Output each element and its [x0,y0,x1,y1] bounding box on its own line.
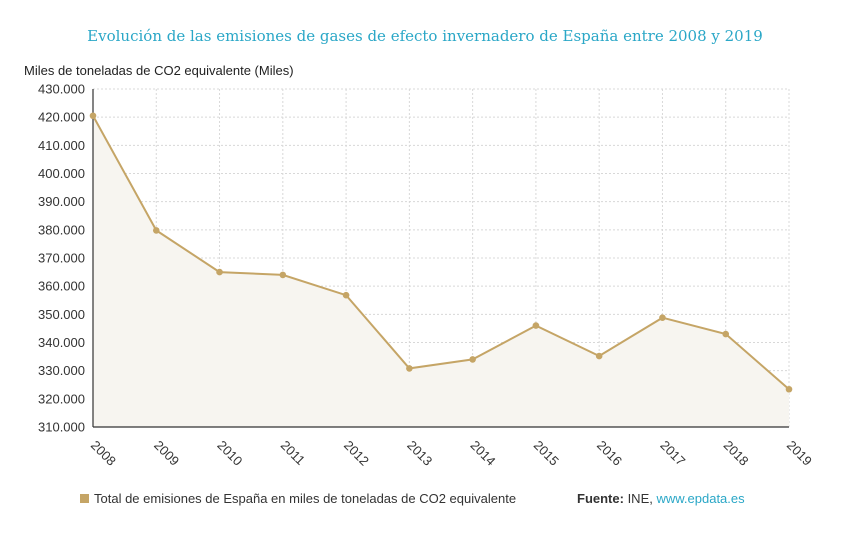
y-tick-label: 390.000 [38,194,85,209]
x-tick-label: 2011 [278,438,308,468]
x-tick-label: 2013 [404,438,435,469]
source-note: Fuente: INE, www.epdata.es [577,491,745,506]
source-label: Fuente: [577,491,624,506]
y-tick-label: 370.000 [38,251,85,266]
series-area [93,115,789,427]
y-tick-label: 340.000 [38,335,85,350]
data-point [722,330,730,338]
series-line [92,115,790,391]
data-point [406,365,413,372]
legend: Total de emisiones de España en miles de… [80,491,516,506]
x-tick-label: 2015 [531,438,562,469]
y-tick-label: 430.000 [38,82,85,97]
y-tick-label: 380.000 [38,222,85,237]
chart-title: Evolución de las emisiones de gases de e… [87,27,763,45]
y-tick-label: 410.000 [38,138,85,153]
x-tick-label: 2017 [657,438,688,469]
y-tick-label: 330.000 [38,363,85,378]
x-tick-label: 2019 [784,438,815,469]
data-point [216,268,223,276]
data-point [89,112,97,120]
y-tick-label: 320.000 [38,391,85,406]
y-tick-label: 420.000 [38,110,85,125]
data-point [532,322,540,329]
x-tick-label: 2018 [721,438,752,469]
x-tick-label: 2009 [151,438,182,469]
data-point [279,271,287,279]
data-point [595,352,603,360]
legend-label: Total de emisiones de España en miles de… [94,491,517,506]
y-axis-label: Miles de toneladas de CO2 equivalente (M… [24,63,294,78]
data-point [342,291,350,299]
x-tick-label: 2012 [341,438,372,469]
source-link[interactable]: www.epdata.es [656,491,745,506]
y-tick-label: 360.000 [38,279,85,294]
data-point [469,356,476,363]
legend-swatch [80,494,89,503]
x-tick-label: 2016 [594,438,625,469]
data-point [659,314,666,322]
y-tick-label: 310.000 [38,420,85,435]
y-tick-label: 400.000 [38,166,85,181]
data-point [152,227,160,234]
data-point [785,385,793,393]
x-tick-label: 2008 [88,438,119,469]
x-tick-label: 2014 [468,438,499,469]
source-name: INE, [623,491,657,506]
x-tick-label: 2010 [214,438,245,469]
y-tick-label: 350.000 [38,307,85,322]
